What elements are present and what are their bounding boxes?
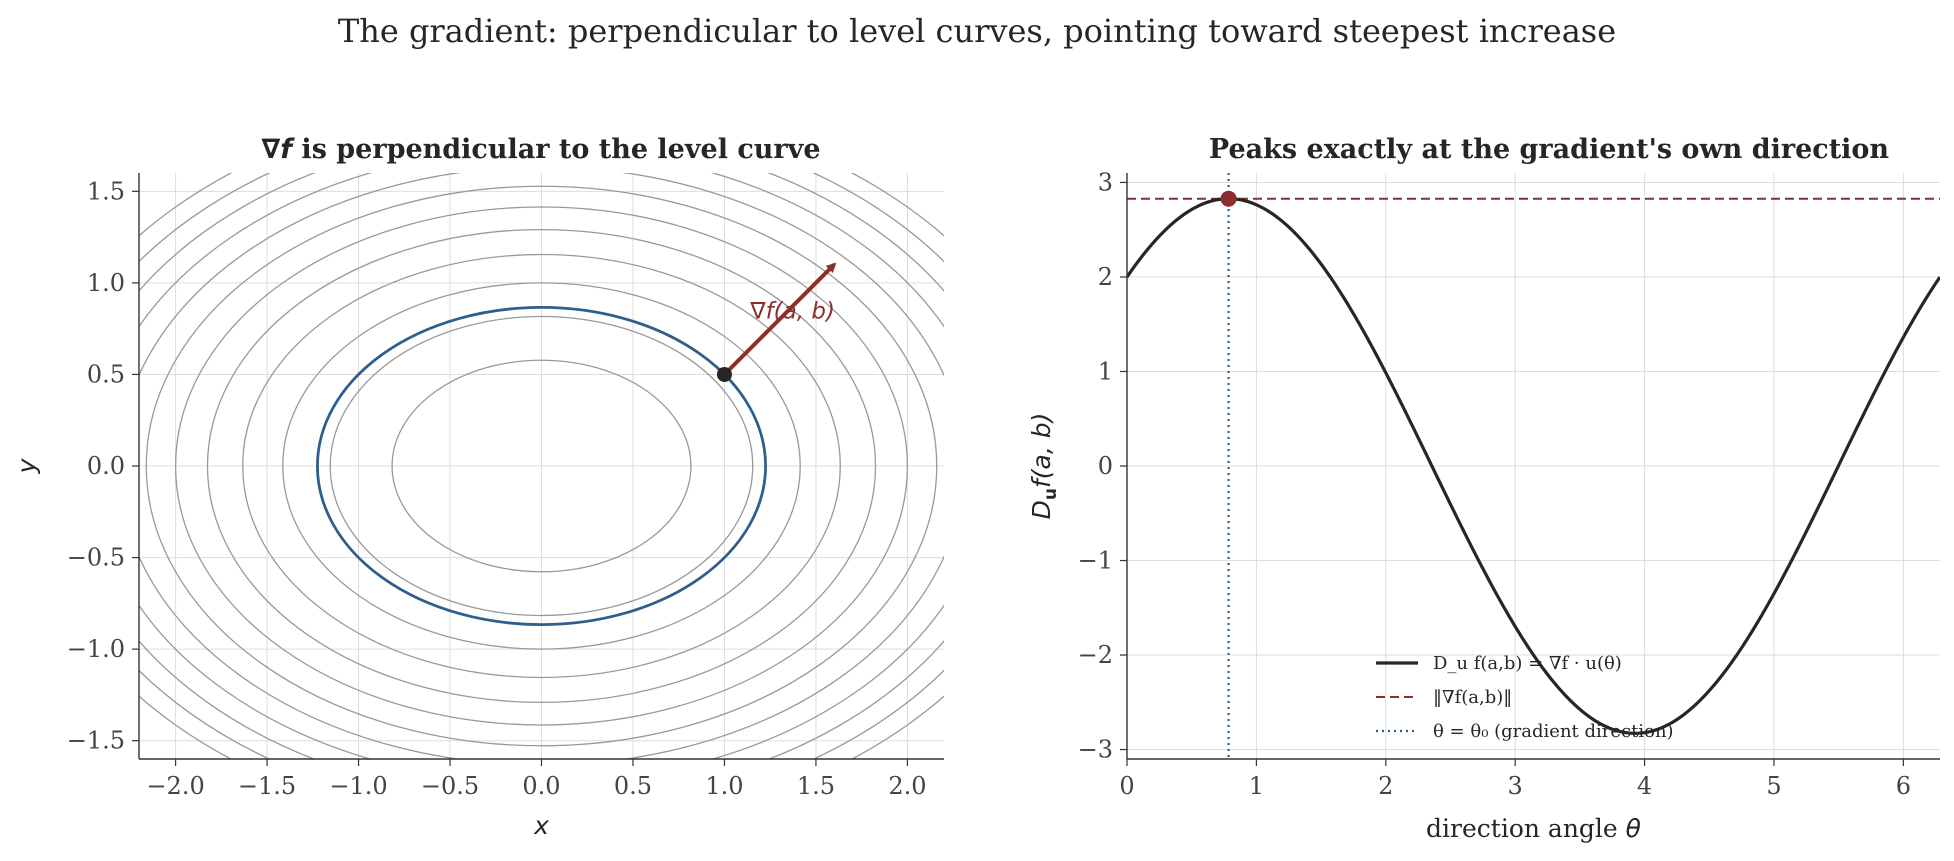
right-ytick-label: −2 <box>1078 641 1113 669</box>
right-ylabel-u: u <box>1041 488 1061 500</box>
legend-label-derivative: D_u f(a,b) = ∇f · u(θ) <box>1433 653 1622 674</box>
legend: D_u f(a,b) = ∇f · u(θ) ‖∇f(a,b)‖ θ = θ₀ (g… <box>1376 653 1674 742</box>
contour-line <box>282 282 801 650</box>
left-ytick-label: −0.5 <box>67 544 125 572</box>
left-xtick-label: 1.0 <box>705 772 743 800</box>
right-ytick-label: 1 <box>1098 357 1113 385</box>
right-panel: Peaks exactly at the gradient's own dire… <box>1027 134 1940 843</box>
left-panel: ∇f is perpendicular to the level curve −… <box>12 134 944 840</box>
left-axes: −2.0 −1.5 −1.0 −0.5 0.0 0.5 1.0 1.5 2.0 −1.5 −1.0 −… <box>67 173 944 800</box>
left-ylabel: y <box>12 457 41 474</box>
right-xtick-label: 0 <box>1119 772 1134 800</box>
right-ytick-label: 2 <box>1098 263 1113 291</box>
contour-line <box>329 315 754 617</box>
left-xtick-label: 0.5 <box>614 772 652 800</box>
right-axes: 0 1 2 3 4 5 6 −3 −2 −1 0 1 2 3 <box>1078 168 1940 800</box>
left-xtick-label: −2.0 <box>146 772 204 800</box>
left-xtick-label: −0.5 <box>421 772 479 800</box>
right-xtick-label: 3 <box>1508 772 1523 800</box>
right-xtick-label: 1 <box>1249 772 1264 800</box>
left-title-nabla-f: ∇f <box>261 134 295 165</box>
left-xtick-label: 2.0 <box>888 772 926 800</box>
point-a-b <box>716 366 732 382</box>
left-xtick-label: 1.5 <box>797 772 835 800</box>
left-panel-title: ∇f is perpendicular to the level curve <box>261 134 820 165</box>
legend-label-magnitude: ‖∇f(a,b)‖ <box>1433 687 1512 708</box>
legend-label-direction: θ = θ₀ (gradient direction) <box>1433 721 1674 742</box>
left-grid <box>139 173 944 759</box>
right-xlabel-theta: θ <box>1626 814 1641 843</box>
left-xtick-label: −1.0 <box>329 772 387 800</box>
right-series <box>1127 173 1940 759</box>
left-ytick-label: 1.0 <box>87 269 125 297</box>
left-ytick-label: 1.5 <box>87 177 125 205</box>
left-ytick-label: −1.0 <box>67 635 125 663</box>
right-panel-title: Peaks exactly at the gradient's own dire… <box>1209 134 1890 165</box>
contour-line <box>242 253 841 679</box>
gradient-arrow <box>723 262 837 376</box>
right-ytick-label: −3 <box>1078 736 1113 764</box>
contour-line <box>145 185 938 747</box>
highlighted-level-curve <box>316 306 767 626</box>
figure-suptitle: The gradient: perpendicular to level cur… <box>338 12 1616 50</box>
left-xtick-label: −1.5 <box>238 772 296 800</box>
right-ylabel-d: D <box>1027 500 1056 519</box>
contour-line <box>206 228 877 704</box>
right-ylabel-rest: f(a, b) <box>1027 413 1056 488</box>
left-contours <box>139 173 944 759</box>
right-xtick-label: 6 <box>1896 772 1911 800</box>
right-ytick-label: −1 <box>1078 547 1113 575</box>
left-xtick-label: 0.0 <box>522 772 560 800</box>
left-marks <box>716 262 837 382</box>
left-xlabel: x <box>533 811 549 840</box>
left-ytick-label: 0.5 <box>87 360 125 388</box>
right-xtick-label: 2 <box>1378 772 1393 800</box>
directional-derivative-curve <box>1127 197 1940 735</box>
right-xlabel: direction angle θ <box>1426 814 1641 843</box>
peak-marker <box>1220 190 1237 207</box>
right-xtick-label: 5 <box>1766 772 1781 800</box>
left-title-rest: is perpendicular to the level curve <box>292 134 821 165</box>
right-xlabel-text: direction angle <box>1426 814 1626 843</box>
left-ytick-label: 0.0 <box>87 452 125 480</box>
contour-line <box>174 206 909 726</box>
right-ylabel: Duf(a, b) <box>1027 413 1061 520</box>
right-ytick-label: 0 <box>1098 452 1113 480</box>
gradient-annotation: ∇f(a, b) <box>749 298 835 324</box>
right-ytick-label: 3 <box>1098 168 1113 196</box>
contour-line <box>391 359 692 573</box>
right-xtick-label: 4 <box>1637 772 1652 800</box>
left-ytick-label: −1.5 <box>67 727 125 755</box>
